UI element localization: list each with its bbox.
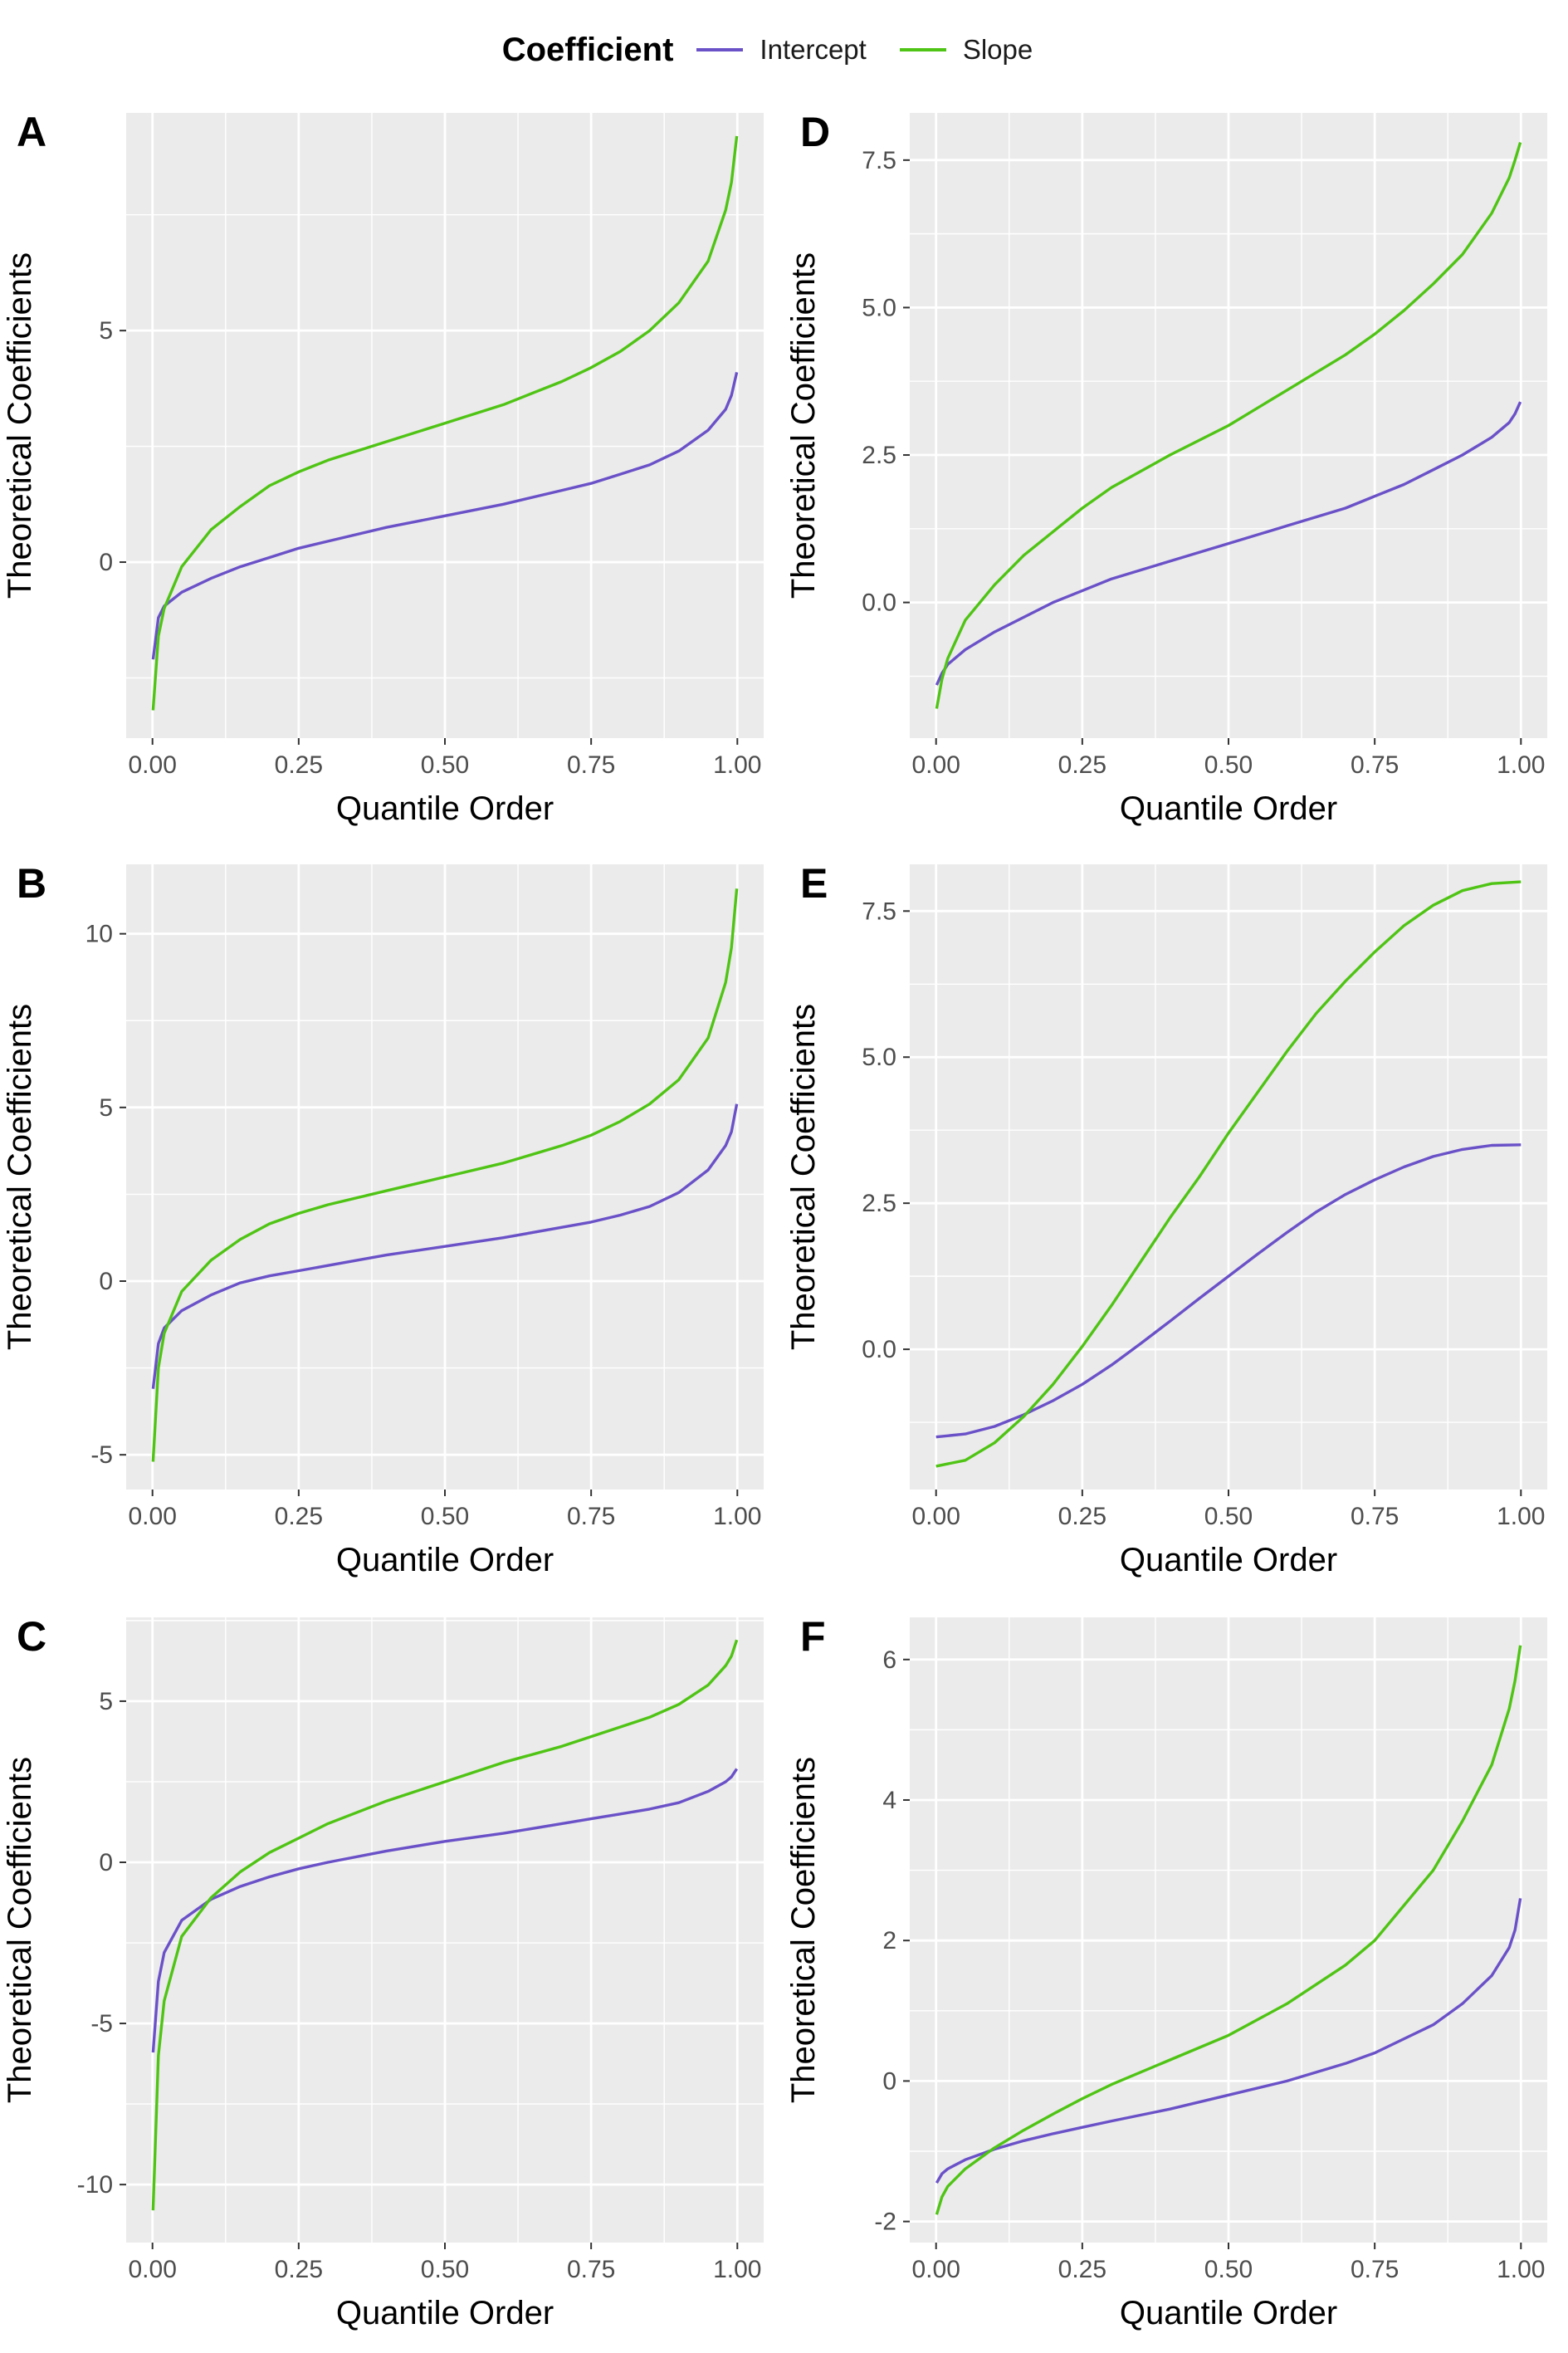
legend: Coefficient Intercept Slope: [0, 25, 1568, 75]
x-tick-label: 0.25: [275, 1503, 323, 1530]
series-line-slope: [151, 888, 739, 1462]
x-tick-label: 0.25: [275, 2256, 323, 2283]
x-tick-label: 1.00: [1497, 1503, 1545, 1530]
x-tick-label: 0.75: [567, 2256, 615, 2283]
legend-key-slope: [899, 48, 946, 51]
x-tick-label: 1.00: [1497, 751, 1545, 779]
x-axis-title: Quantile Order: [1120, 2295, 1337, 2331]
y-tick-label: 5: [99, 1094, 113, 1122]
y-tick-label: 0: [99, 1849, 113, 1876]
series-line-slope: [935, 142, 1522, 709]
panel-tag: B: [17, 860, 46, 907]
panel-c: 0.00 0.25 0.50 0.75 1.00 -10 -5 0 5 Quantile Orde…: [2, 1613, 764, 2331]
x-tick-label: 0.75: [1351, 751, 1399, 779]
y-tick-label: -5: [90, 1441, 113, 1469]
x-tick-label: 1.00: [713, 2256, 761, 2283]
x-tick-label: 0.00: [129, 1503, 177, 1530]
y-tick-label: 0: [882, 2067, 896, 2095]
x-tick-label: 0.50: [1204, 2256, 1253, 2283]
series-line-intercept: [935, 401, 1522, 686]
panel-e: 0.00 0.25 0.50 0.75 1.00 0.0 2.5 5.0 7.5 Quantile…: [785, 860, 1547, 1578]
legend-item-intercept: Intercept: [696, 34, 867, 66]
legend-label-slope: Slope: [962, 34, 1033, 65]
y-axis-title: Theoretical Coefficients: [2, 252, 38, 599]
y-tick-label: 2: [882, 1927, 896, 1954]
y-tick-label: 4: [882, 1787, 896, 1814]
y-tick-label: -5: [90, 2010, 113, 2037]
x-tick-label: 0.75: [567, 1503, 615, 1530]
y-tick-label: 0.0: [862, 589, 896, 617]
series-line-intercept: [151, 372, 739, 660]
panel-tag: C: [17, 1613, 46, 1660]
x-axis-title: Quantile Order: [1120, 1542, 1337, 1578]
x-tick-label: 1.00: [1497, 2256, 1545, 2283]
x-axis-title: Quantile Order: [336, 1542, 554, 1578]
x-tick-label: 1.00: [713, 1503, 761, 1530]
series-line-intercept: [151, 1103, 739, 1389]
y-tick-label: 5: [99, 1688, 113, 1715]
legend-label-intercept: Intercept: [760, 34, 867, 65]
legend-title: Coefficient: [501, 31, 674, 68]
y-tick-label: 0: [99, 1268, 113, 1295]
y-tick-label: 6: [882, 1646, 896, 1674]
x-tick-label: 0.50: [421, 2256, 469, 2283]
series-line-slope: [935, 1645, 1522, 2215]
x-tick-label: 0.00: [912, 751, 960, 779]
y-tick-label: 5.0: [862, 1044, 896, 1071]
x-axis-title: Quantile Order: [336, 2295, 554, 2331]
series-line-intercept: [151, 1768, 739, 2053]
panel-d: 0.00 0.25 0.50 0.75 1.00 0.0 2.5 5.0 7.5 Quantile…: [785, 109, 1547, 827]
series-line-intercept: [935, 1143, 1522, 1439]
y-axis-title: Theoretical Coefficients: [785, 252, 822, 599]
panel-a: 0.00 0.25 0.50 0.75 1.00 0 5 Quantile Order Theo…: [2, 109, 764, 827]
y-tick-label: 0: [99, 549, 113, 576]
x-tick-label: 0.50: [421, 1503, 469, 1530]
x-tick-label: 0.50: [421, 751, 469, 779]
panel-f: 0.00 0.25 0.50 0.75 1.00 -2 0 2 4 6 Quantile Order…: [785, 1613, 1547, 2331]
panel-b: 0.00 0.25 0.50 0.75 1.00 -5 0 5 10 Quantile Order…: [2, 860, 764, 1578]
series-line-slope: [935, 880, 1522, 1468]
x-tick-label: 0.75: [1351, 1503, 1399, 1530]
x-tick-label: 0.00: [129, 751, 177, 779]
x-tick-label: 0.25: [1058, 751, 1106, 779]
x-tick-label: 0.00: [912, 1503, 960, 1530]
panel-tag: F: [800, 1613, 826, 1660]
legend-key-intercept: [696, 48, 744, 51]
x-tick-label: 0.50: [1204, 751, 1253, 779]
y-axis-title: Theoretical Coefficients: [785, 1757, 822, 2103]
y-tick-label: 5: [99, 317, 113, 345]
y-tick-label: -2: [874, 2209, 896, 2236]
y-axis-title: Theoretical Coefficients: [2, 1004, 38, 1350]
y-tick-label: 5.0: [862, 294, 896, 321]
y-tick-label: 2.5: [862, 1190, 896, 1217]
x-axis-title: Quantile Order: [1120, 790, 1337, 827]
y-tick-label: 2.5: [862, 442, 896, 469]
x-tick-label: 1.00: [713, 751, 761, 779]
y-tick-label: 0.0: [862, 1336, 896, 1363]
y-axis-title: Theoretical Coefficients: [2, 1757, 38, 2103]
y-tick-label: 7.5: [862, 898, 896, 925]
x-tick-label: 0.25: [1058, 2256, 1106, 2283]
panel-tag: D: [800, 109, 830, 155]
y-tick-label: 10: [85, 921, 113, 948]
x-tick-label: 0.25: [275, 751, 323, 779]
series-line-slope: [151, 1639, 739, 2211]
series-line-intercept: [935, 1898, 1522, 2184]
x-tick-label: 0.25: [1058, 1503, 1106, 1530]
legend-item-slope: Slope: [899, 34, 1033, 66]
x-tick-label: 0.75: [567, 751, 615, 779]
y-axis-title: Theoretical Coefficients: [785, 1004, 822, 1350]
x-tick-label: 0.75: [1351, 2256, 1399, 2283]
x-tick-label: 0.00: [129, 2256, 177, 2283]
series-line-slope: [151, 135, 739, 711]
y-tick-label: 7.5: [862, 147, 896, 174]
panel-tag: A: [17, 109, 46, 155]
x-tick-label: 0.00: [912, 2256, 960, 2283]
x-axis-title: Quantile Order: [336, 790, 554, 827]
x-tick-label: 0.50: [1204, 1503, 1253, 1530]
y-tick-label: -10: [77, 2171, 113, 2199]
panel-tag: E: [800, 860, 828, 907]
